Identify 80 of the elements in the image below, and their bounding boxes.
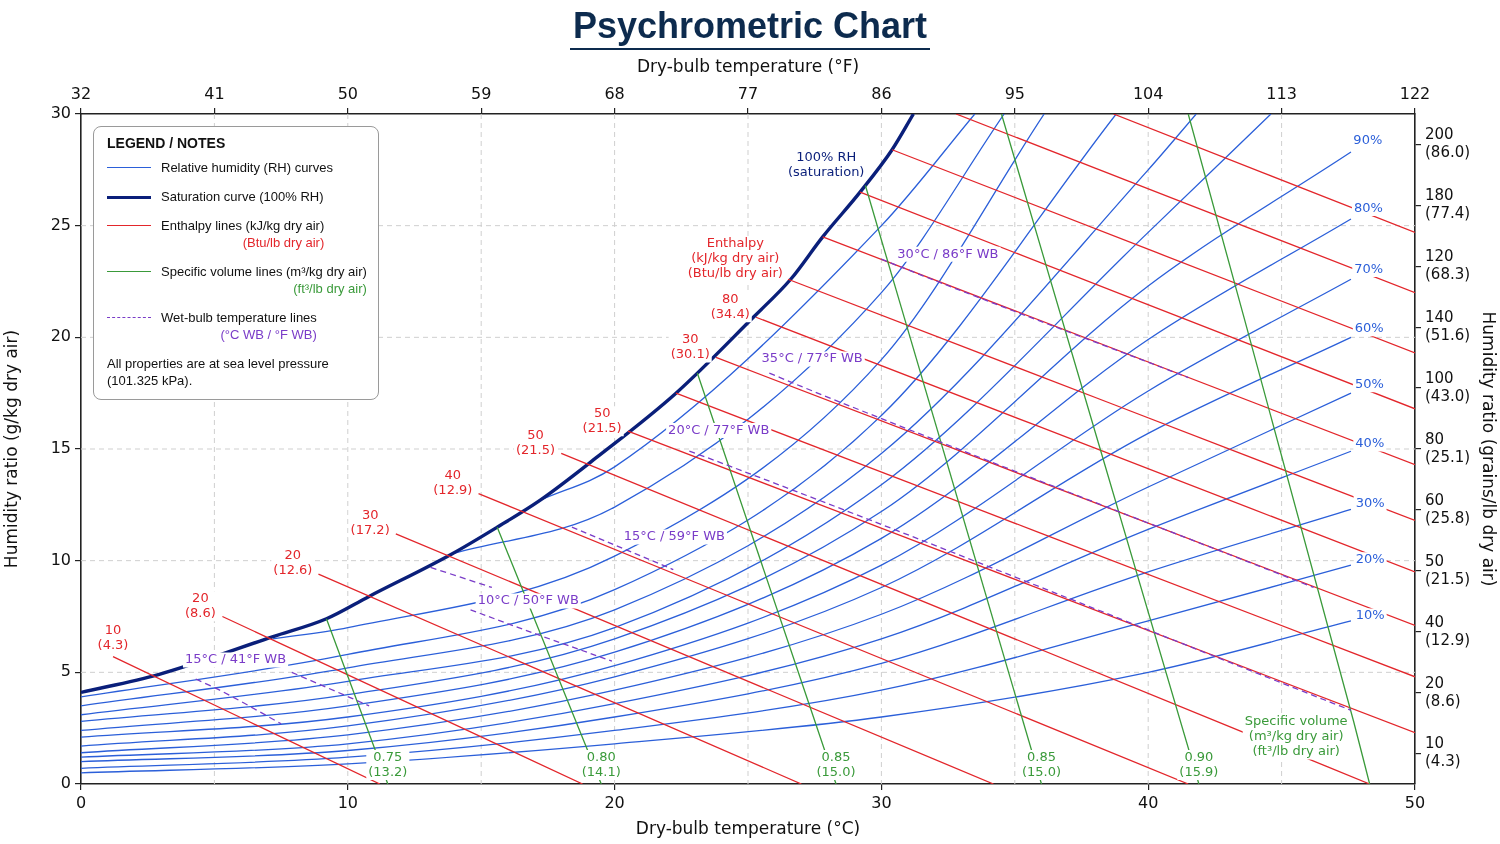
x-tick-label: 0 (75, 792, 87, 812)
annotation: 20 (12.6) (273, 546, 313, 577)
chart-title: Psychrometric Chart (569, 5, 931, 50)
annotation: 30°C / 86°F WB (897, 245, 999, 261)
annotation: 35°C / 77°F WB (761, 350, 863, 366)
legend-title: LEGEND / NOTES (107, 135, 227, 151)
annotation: 10 (4.3) (97, 621, 129, 652)
x-tick-label: 30 (871, 792, 892, 812)
annotation: All properties are at sea level pressure (101.325 kPa). (107, 355, 330, 389)
y-axis-title: Humidity ratio (g/kg dry air) (0, 329, 21, 569)
y-tick-label: 30 (50, 103, 71, 123)
category-label: 120 (68.3) (1425, 247, 1471, 284)
y-tick-label: 5 (60, 661, 71, 681)
legend-label: Specific volume lines (m³/kg dry air) (ft³/lb dry air) (161, 263, 367, 297)
category-label: 80 (25.1) (1425, 429, 1471, 466)
x-tick-label: 50 (1404, 792, 1426, 812)
y-tick-label: 20 (50, 326, 71, 346)
category-label: 50 (21.5) (1425, 551, 1471, 588)
annotation: 10% (1355, 607, 1385, 623)
x2-tick-label: 104 (1132, 83, 1164, 103)
y-tick-label: 0 (60, 773, 71, 793)
annotation: 80% (1353, 199, 1383, 215)
annotation: 15°C / 59°F WB (623, 528, 725, 544)
annotation: 30 (17.2) (350, 507, 390, 537)
annotation: 50% (1354, 376, 1384, 392)
annotation: 15°C / 41°F WB (184, 651, 287, 667)
category-label: 40 (12.9) (1425, 612, 1471, 649)
annotation: 0.80 (14.1) (581, 748, 621, 779)
x2-tick-label: 122 (1399, 83, 1431, 103)
annotation: 10°C / 50°F WB (477, 592, 579, 608)
y-tick-label: 10 (50, 549, 71, 569)
annotation: 50 (21.5) (515, 426, 556, 457)
x-tick-label: 20 (604, 792, 625, 812)
annotation: 70% (1354, 260, 1384, 276)
annotation: 60% (1354, 320, 1384, 336)
y-tick-label: 25 (50, 214, 71, 234)
annotation: 0.85 (15.0) (1021, 748, 1062, 779)
annotation: 40% (1355, 435, 1385, 451)
x2-tick-label: 86 (871, 83, 892, 103)
category-label: 140 (51.6) (1425, 308, 1471, 345)
annotation: 100% RH (saturation) (788, 149, 865, 180)
x-tick-label: 40 (1138, 792, 1159, 812)
annotation: Enthalpy (kJ/kg dry air) (Btu/lb dry air) (687, 235, 783, 281)
category-label: 10 (4.3) (1425, 734, 1461, 771)
x-tick-label: 10 (337, 792, 358, 812)
x2-tick-label: 113 (1266, 83, 1297, 103)
legend-label: Wet-bulb temperature lines (°C WB / °F WB) (161, 309, 317, 343)
annotation: 20°C / 77°F WB (668, 421, 770, 437)
y2-axis-title: Humidity ratio (grains/lb dry air) (1479, 311, 1500, 587)
x2-tick-label: 41 (204, 83, 225, 103)
legend-label: Saturation curve (100% RH) (161, 188, 324, 205)
annotation: 0.85 (15.0) (816, 748, 856, 779)
annotation: 20% (1355, 551, 1385, 567)
category-label: 200 (86.0) (1425, 125, 1471, 162)
x2-tick-label: 77 (737, 83, 759, 103)
x2-tick-label: 50 (337, 83, 358, 103)
legend-label: Relative humidity (RH) curves (161, 159, 333, 176)
annotation: 30 (30.1) (670, 331, 710, 362)
y-tick-label: 15 (50, 438, 71, 458)
category-label: 20 (8.6) (1425, 673, 1461, 710)
x2-tick-label: 59 (471, 83, 492, 103)
annotation: 0.75 (13.2) (368, 748, 408, 779)
x2-tick-label: 32 (70, 83, 92, 103)
annotation: 80 (34.4) (710, 291, 750, 322)
annotation: 20 (8.6) (184, 590, 216, 621)
x2-tick-label: 68 (604, 83, 625, 103)
annotation: 30% (1355, 494, 1385, 510)
annotation: 50 (21.5) (582, 405, 622, 436)
x2-axis-title: Dry-bulb temperature (°F) (636, 55, 860, 76)
annotation: 90% (1353, 132, 1383, 148)
category-label: 60 (25.8) (1425, 490, 1471, 527)
legend-label: Enthalpy lines (kJ/kg dry air) (Btu/lb dry air) (161, 217, 325, 251)
line-series (81, 508, 1352, 763)
x2-tick-label: 95 (1004, 83, 1025, 103)
annotation: Specific volume (m³/kg dry air) (ft³/lb dry air) (1244, 713, 1348, 759)
annotation: 0.90 (15.9) (1179, 748, 1219, 779)
annotation: 40 (12.9) (433, 467, 473, 498)
category-label: 100 (43.0) (1425, 368, 1471, 405)
category-label: 180 (77.4) (1425, 186, 1471, 223)
x-axis-title: Dry-bulb temperature (°C) (635, 818, 861, 839)
